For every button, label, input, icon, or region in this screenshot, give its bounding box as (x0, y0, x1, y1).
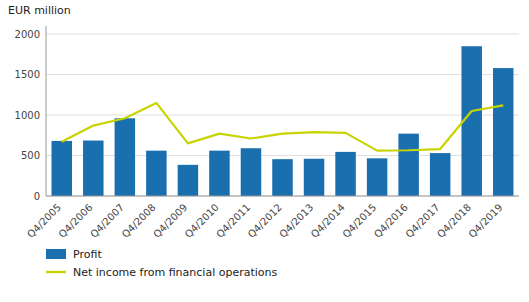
bar (178, 165, 198, 196)
y-tick-label: 500 (21, 150, 40, 161)
line (62, 103, 503, 151)
grid-line (46, 196, 519, 197)
grid-line (46, 34, 519, 35)
chart: 0 500 1000 1500 2000 EUR million Q4/2005Q4/200… (0, 0, 529, 302)
y-axis-line (46, 26, 47, 196)
bar (367, 158, 387, 196)
y-axis-label: EUR million (8, 4, 71, 17)
bar (335, 152, 355, 196)
y-tick-label: 1000 (15, 110, 40, 121)
plot-area (52, 46, 514, 196)
x-tick-label: Q4/2019 (466, 202, 504, 240)
bar (52, 141, 72, 196)
y-tick-label: 0 (34, 191, 40, 202)
bar (115, 118, 135, 196)
bar (493, 68, 513, 196)
bar (83, 141, 103, 196)
bar (398, 134, 418, 196)
bar (241, 148, 261, 196)
bar (209, 151, 229, 196)
legend-swatch (46, 249, 66, 259)
legend-swatch (46, 271, 66, 273)
legend-label: Net income from financial operations (73, 266, 278, 279)
y-tick-label: 1500 (15, 69, 40, 80)
y-tick-label: 2000 (15, 29, 40, 40)
grid-line (46, 115, 519, 116)
x-axis-line (46, 196, 519, 197)
grid (46, 34, 519, 196)
bar (272, 159, 292, 196)
x-axis: Q4/2005Q4/2006Q4/2007Q4/2008Q4/2009Q4/20… (25, 196, 519, 240)
legend: Profit Net income from financial operatio… (46, 248, 278, 279)
bar (430, 153, 450, 196)
bar (304, 159, 324, 196)
bar (146, 151, 166, 196)
grid-line (46, 74, 519, 75)
y-axis: 0 500 1000 1500 2000 (15, 26, 46, 202)
legend-label: Profit (73, 248, 102, 261)
